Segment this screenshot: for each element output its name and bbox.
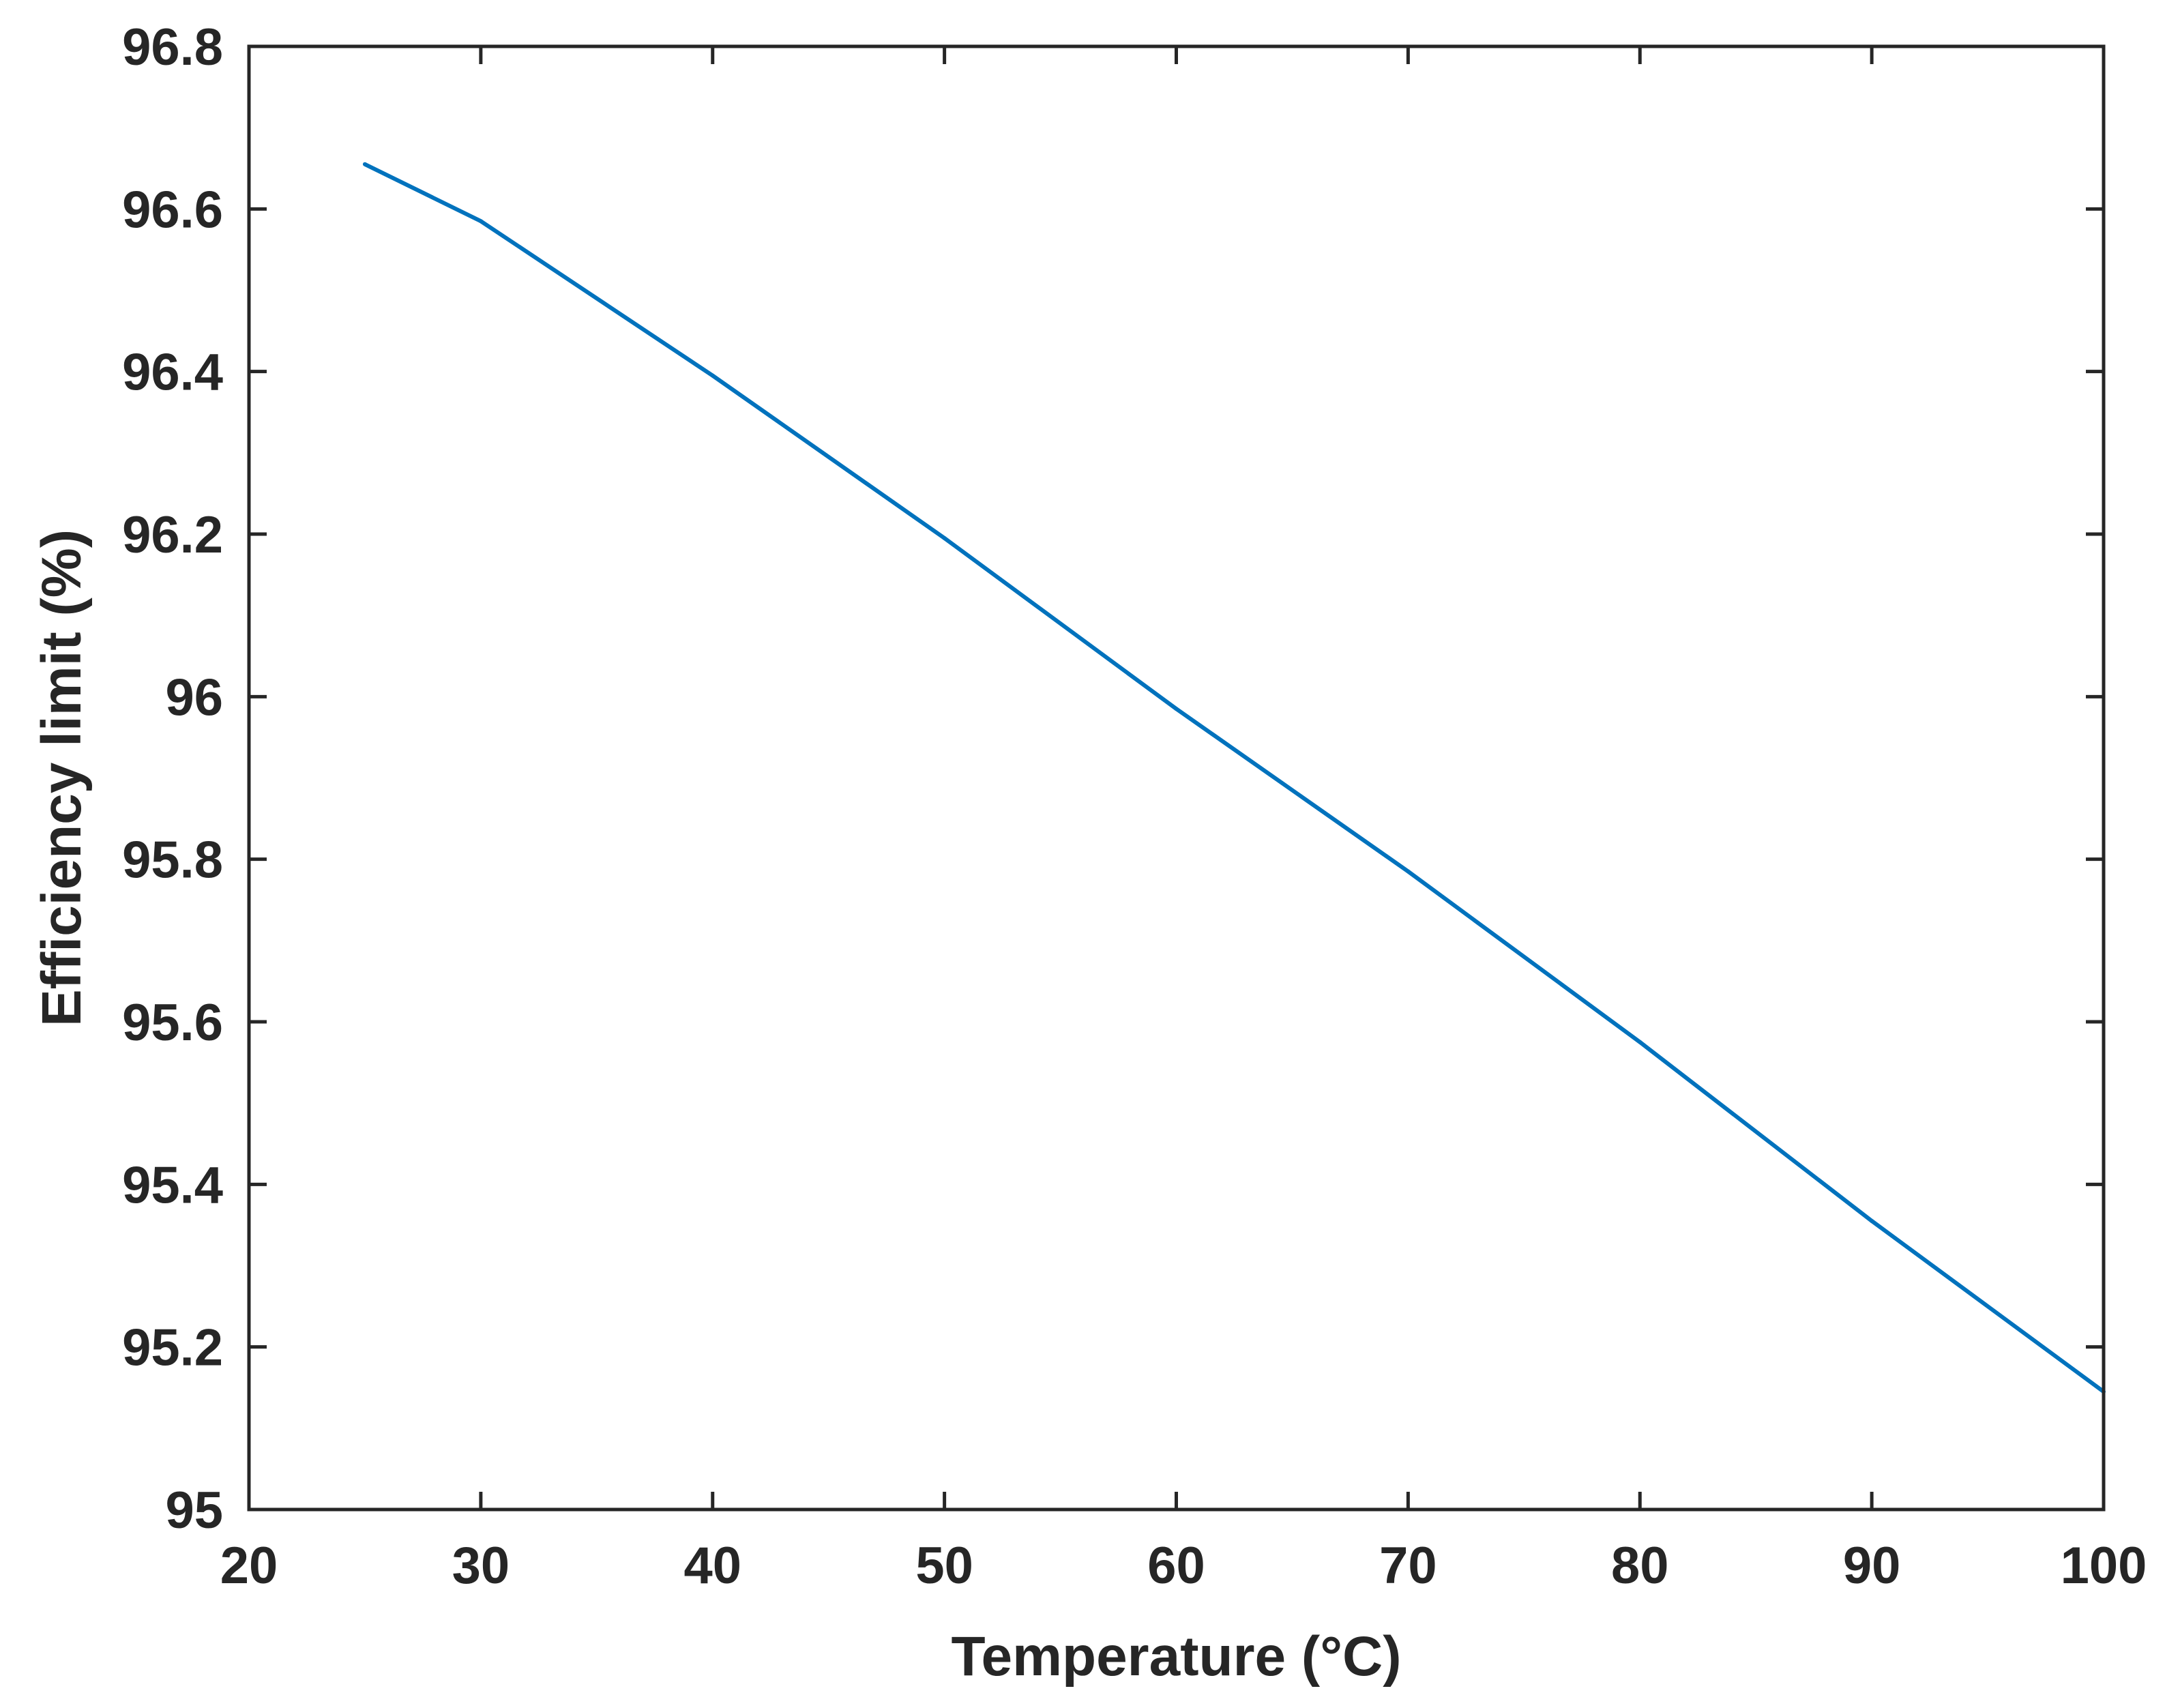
plot-area-frame (247, 44, 2106, 1512)
data-point (1870, 1218, 1874, 1223)
x-tick-label: 90 (1843, 1537, 1901, 1595)
y-tick-label: 96.8 (122, 18, 223, 76)
x-tick-label: 30 (452, 1537, 510, 1595)
series-layer (362, 162, 2106, 1394)
y-tick-label: 96.4 (122, 344, 223, 402)
y-tick-label: 96 (165, 668, 223, 726)
efficiency-line-series (364, 162, 2105, 1394)
ticks-layer (247, 44, 2106, 1512)
data-point (478, 219, 483, 224)
x-tick-label: 80 (1611, 1537, 1669, 1595)
x-tick-label: 50 (915, 1537, 973, 1595)
y-tick-label: 95.8 (122, 831, 223, 889)
y-tick-label: 96.2 (122, 506, 223, 564)
data-point (942, 535, 947, 540)
y-tick-label: 96.6 (122, 181, 223, 239)
x-tick-label: 100 (2061, 1537, 2147, 1595)
data-point (362, 162, 367, 166)
data-point (710, 373, 715, 378)
tick-labels-layer: 20 30 40 50 60 70 80 90 100 95 95.2 95.4 95.6 95.8 96 9… (122, 18, 2147, 1595)
data-point (1406, 869, 1411, 874)
x-tick-label: 60 (1147, 1537, 1205, 1595)
y-tick-label: 95.2 (122, 1319, 223, 1377)
y-tick-label: 95.6 (122, 994, 223, 1052)
y-tick-label: 95 (165, 1482, 223, 1540)
x-tick-label: 20 (220, 1537, 278, 1595)
x-axis-label: Temperature (°C) (951, 1625, 1401, 1688)
data-point (1174, 707, 1179, 711)
x-tick-label: 40 (683, 1537, 741, 1595)
y-tick-label: 95.4 (122, 1156, 223, 1214)
x-tick-label: 70 (1379, 1537, 1437, 1595)
y-axis-label: Efficiency limit (%) (31, 529, 93, 1027)
data-point (1638, 1040, 1643, 1044)
